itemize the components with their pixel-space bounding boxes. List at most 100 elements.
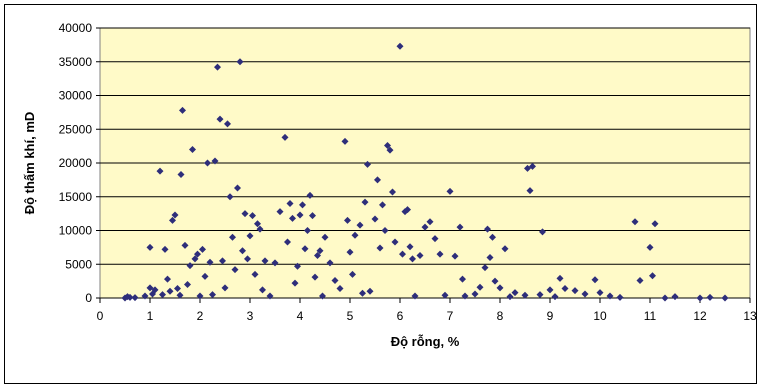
data-point: [696, 294, 704, 302]
data-point: [486, 254, 494, 261]
data-point: [276, 208, 284, 216]
data-point: [346, 248, 354, 256]
data-points: [121, 42, 729, 302]
data-point: [211, 157, 219, 165]
y-tick-label: 25000: [59, 122, 93, 136]
data-point: [431, 235, 439, 243]
data-point: [409, 255, 416, 263]
y-axis-ticks: 0 5000 10000 15000 20000 25000 30000 35000 40000: [59, 21, 100, 305]
x-tick-label: 6: [397, 309, 404, 323]
data-point: [126, 293, 134, 301]
data-point: [224, 120, 231, 128]
data-point: [161, 245, 169, 253]
data-point: [289, 214, 296, 222]
x-tick-label: 8: [497, 309, 504, 323]
data-point: [384, 141, 391, 149]
data-point: [661, 294, 669, 302]
data-point: [606, 292, 614, 300]
data-point: [164, 275, 171, 283]
x-axis-ticks: 0 1 2 3 4 5 6 7 8 9 10 11 12 13: [97, 297, 757, 323]
data-point: [524, 164, 531, 172]
data-point: [536, 291, 544, 299]
data-point: [391, 238, 399, 246]
data-point: [236, 58, 244, 66]
y-tick-label: 15000: [59, 190, 93, 204]
data-point: [281, 133, 289, 141]
data-point: [146, 243, 154, 251]
data-point: [421, 223, 429, 231]
data-point: [191, 255, 199, 263]
data-point: [286, 200, 294, 207]
x-tick-label: 2: [197, 309, 204, 323]
data-point: [294, 262, 301, 270]
data-point: [501, 245, 509, 253]
x-axis-title: Độ rỗng, %: [391, 334, 460, 349]
data-point: [581, 290, 589, 298]
data-point: [361, 198, 369, 206]
y-tick-label: 30000: [59, 89, 93, 103]
data-point: [256, 225, 264, 233]
data-point: [321, 233, 329, 241]
y-tick-label: 0: [85, 291, 92, 305]
data-point: [596, 289, 604, 297]
data-point: [204, 159, 211, 167]
data-point: [231, 266, 239, 274]
data-point: [376, 244, 384, 252]
data-point: [526, 187, 534, 195]
x-tick-label: 5: [347, 309, 354, 323]
x-tick-label: 3: [247, 309, 254, 323]
data-point: [181, 241, 189, 249]
data-point: [234, 184, 241, 192]
data-point: [571, 287, 579, 295]
data-point: [219, 257, 226, 265]
data-point: [206, 258, 214, 266]
x-tick-label: 11: [644, 309, 657, 323]
data-point: [476, 283, 484, 291]
data-point: [201, 272, 209, 280]
y-tick-label: 35000: [59, 55, 93, 69]
data-point: [341, 137, 349, 145]
x-tick-label: 1: [147, 309, 154, 323]
data-point: [156, 167, 164, 175]
data-point: [309, 212, 316, 220]
data-point: [366, 287, 374, 295]
data-point: [371, 215, 379, 223]
data-point: [169, 216, 176, 224]
data-point: [404, 206, 411, 214]
data-point: [426, 218, 434, 226]
data-point: [556, 274, 564, 282]
data-point: [649, 272, 656, 280]
data-point: [319, 292, 326, 300]
data-point: [299, 201, 306, 209]
data-point: [336, 285, 344, 293]
data-point: [171, 211, 179, 219]
data-point: [284, 238, 291, 246]
data-point: [179, 106, 186, 114]
data-point: [344, 216, 351, 224]
data-point: [359, 289, 366, 297]
data-point: [561, 285, 569, 293]
data-point: [266, 292, 274, 300]
data-point: [671, 293, 679, 301]
x-tick-label: 0: [97, 309, 104, 323]
data-point: [539, 228, 546, 236]
data-point: [411, 292, 419, 300]
data-point: [441, 291, 449, 299]
data-point: [436, 250, 444, 258]
data-point: [389, 188, 396, 196]
data-point: [159, 291, 166, 299]
x-tick-label: 12: [693, 309, 707, 323]
data-point: [456, 223, 464, 231]
data-point: [301, 245, 309, 253]
x-tick-label: 7: [447, 309, 454, 323]
data-point: [131, 294, 139, 302]
data-point: [239, 247, 246, 255]
data-point: [551, 293, 559, 301]
data-point: [636, 276, 644, 284]
data-point: [316, 247, 324, 255]
data-point: [174, 285, 181, 293]
data-point: [349, 270, 356, 278]
data-point: [296, 211, 304, 219]
y-axis-title: Độ thấm khí, mD: [22, 112, 37, 215]
